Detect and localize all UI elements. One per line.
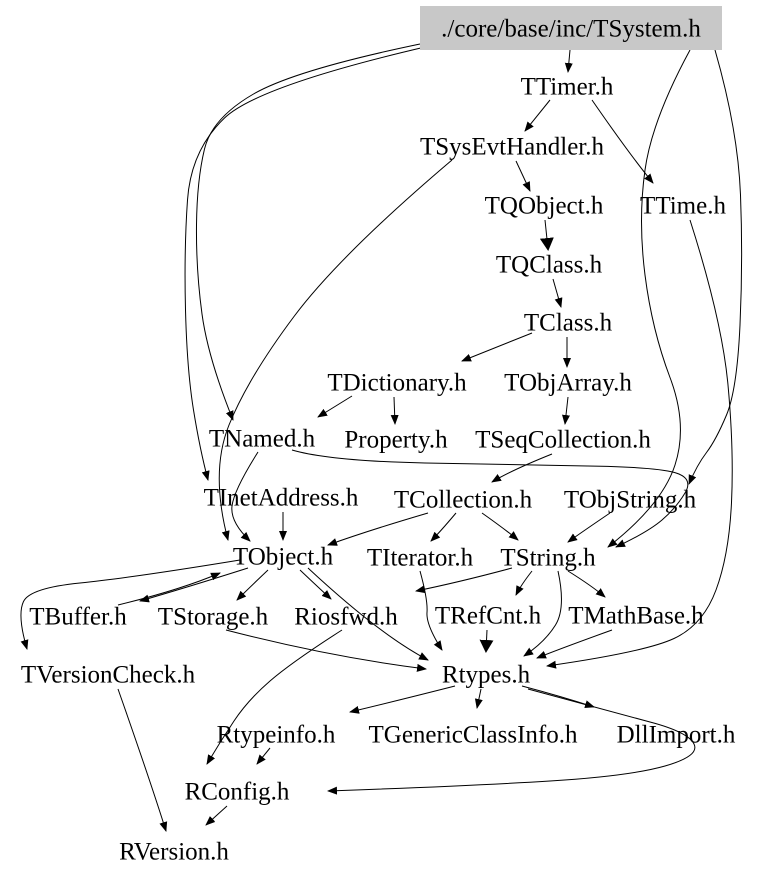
node-TObject.h[interactable]: TObject.h (233, 544, 334, 571)
edge-TCollection-TObject (327, 512, 429, 546)
edge-TObjArray-TSeqCollection (562, 396, 570, 425)
edge-TSystem-TNamed (195, 43, 421, 421)
node-RConfig.h[interactable]: RConfig.h (185, 779, 290, 806)
node-Rtypes.h[interactable]: Rtypes.h (442, 662, 531, 689)
edge-TSysEvtHandler-TObject (218, 159, 453, 541)
node-TBuffer.h[interactable]: TBuffer.h (29, 604, 127, 631)
edge-Riosfwd-RConfig (206, 629, 343, 765)
edge-TString-TMathBase (567, 570, 606, 598)
edge-TRefCnt-Rtypes (479, 629, 494, 653)
node-TGenericClassInfo.h[interactable]: TGenericClassInfo.h (369, 722, 578, 749)
edge-TObject-TStorage (236, 569, 269, 601)
edge-TClass-TDictionary (461, 332, 533, 362)
nodes-layer: ./core/base/inc/TSystem.h TTimer.h TSysEvt… (21, 6, 736, 866)
node-TVersionCheck.h[interactable]: TVersionCheck.h (21, 662, 196, 689)
node-TDictionary.h[interactable]: TDictionary.h (327, 370, 467, 397)
node-TIterator.h[interactable]: TIterator.h (367, 545, 474, 572)
edge-TCollection-TString (481, 512, 519, 541)
node-TString.h[interactable]: TString.h (500, 545, 596, 572)
edge-TSeqCollection-TCollection (491, 453, 553, 483)
edge-TObject-TVersionCheck (20, 559, 241, 650)
edge-TObject-Rtypes (307, 567, 429, 661)
edge-TNamed-TString (291, 449, 689, 548)
node-TSeqCollection.h[interactable]: TSeqCollection.h (475, 427, 651, 454)
node-TMathBase.h[interactable]: TMathBase.h (568, 603, 704, 630)
edge-TTimer-TSysEvtHandler (524, 99, 551, 132)
node-TCollection.h[interactable]: TCollection.h (394, 487, 533, 514)
edge-TIterator-Rtypes (419, 570, 443, 651)
edge-TSystem-TInetAddress (184, 46, 426, 481)
edge-TTime-Rtypes (546, 219, 733, 669)
node-TClass.h[interactable]: TClass.h (524, 310, 613, 337)
edge-TNamed-TObject (231, 451, 259, 542)
edge-Rtypeinfo-RConfig (256, 747, 271, 765)
edge-Rtypes-Rtypeinfo (349, 685, 456, 714)
node-RVersion.h[interactable]: RVersion.h (119, 839, 229, 866)
edge-TTimer-TTime (591, 99, 654, 184)
edge-TMathBase-Rtypes (536, 629, 613, 659)
node-Rtypeinfo.h[interactable]: Rtypeinfo.h (217, 722, 336, 749)
node-TTimer.h[interactable]: TTimer.h (521, 74, 614, 101)
node-TRefCnt.h[interactable]: TRefCnt.h (435, 603, 542, 630)
node-TObjString.h[interactable]: TObjString.h (564, 487, 697, 514)
edge-RConfig-RVersion (205, 805, 228, 826)
edge-TQClass-TClass (552, 278, 563, 308)
edge-TStorage-Rtypes (225, 629, 427, 672)
edge-TDictionary-Property (390, 396, 399, 425)
edge-TDictionary-TNamed (317, 395, 353, 418)
edge-TCollection-TIterator (430, 512, 457, 542)
edge-TString-Rtypes (523, 570, 562, 657)
node-DllImport.h[interactable]: DllImport.h (617, 722, 736, 749)
edge-TSystem-TObjString (688, 49, 743, 485)
edge-TQObject-TQClass (539, 219, 554, 251)
node-TInetAddress.h[interactable]: TInetAddress.h (204, 485, 359, 512)
node-./core/base/inc/TSystem.h[interactable]: ./core/base/inc/TSystem.h (441, 16, 701, 43)
edge-Rtypes-TGenericClassInfo (474, 688, 483, 709)
edges-layer (20, 43, 743, 832)
edge-TSystem-TTimer (564, 49, 573, 73)
node-TNamed.h[interactable]: TNamed.h (209, 426, 316, 453)
edge-TObjString-TString (567, 512, 611, 543)
edge-TObject-TBuffer (139, 567, 249, 603)
edge-TSystem-TString (607, 49, 691, 548)
node-TTime.h[interactable]: TTime.h (640, 193, 726, 220)
edge-Rtypes-RConfig (327, 688, 696, 795)
edge-TVersionCheck-RVersion (117, 688, 168, 832)
node-TQClass.h[interactable]: TQClass.h (496, 252, 603, 279)
node-TObjArray.h[interactable]: TObjArray.h (504, 370, 632, 397)
node-TStorage.h[interactable]: TStorage.h (158, 604, 269, 631)
node-Property.h[interactable]: Property.h (344, 427, 448, 454)
node-Riosfwd.h[interactable]: Riosfwd.h (294, 604, 398, 631)
node-TQObject.h[interactable]: TQObject.h (485, 193, 604, 220)
root-node-box (420, 6, 722, 50)
edge-TObject-Riosfwd (299, 569, 332, 600)
edge-TString-TRefCnt (515, 570, 533, 596)
edge-TSysEvtHandler-TQObject (515, 160, 531, 192)
node-TSysEvtHandler.h[interactable]: TSysEvtHandler.h (420, 134, 605, 161)
edge-TBuffer-TObject (117, 572, 221, 606)
